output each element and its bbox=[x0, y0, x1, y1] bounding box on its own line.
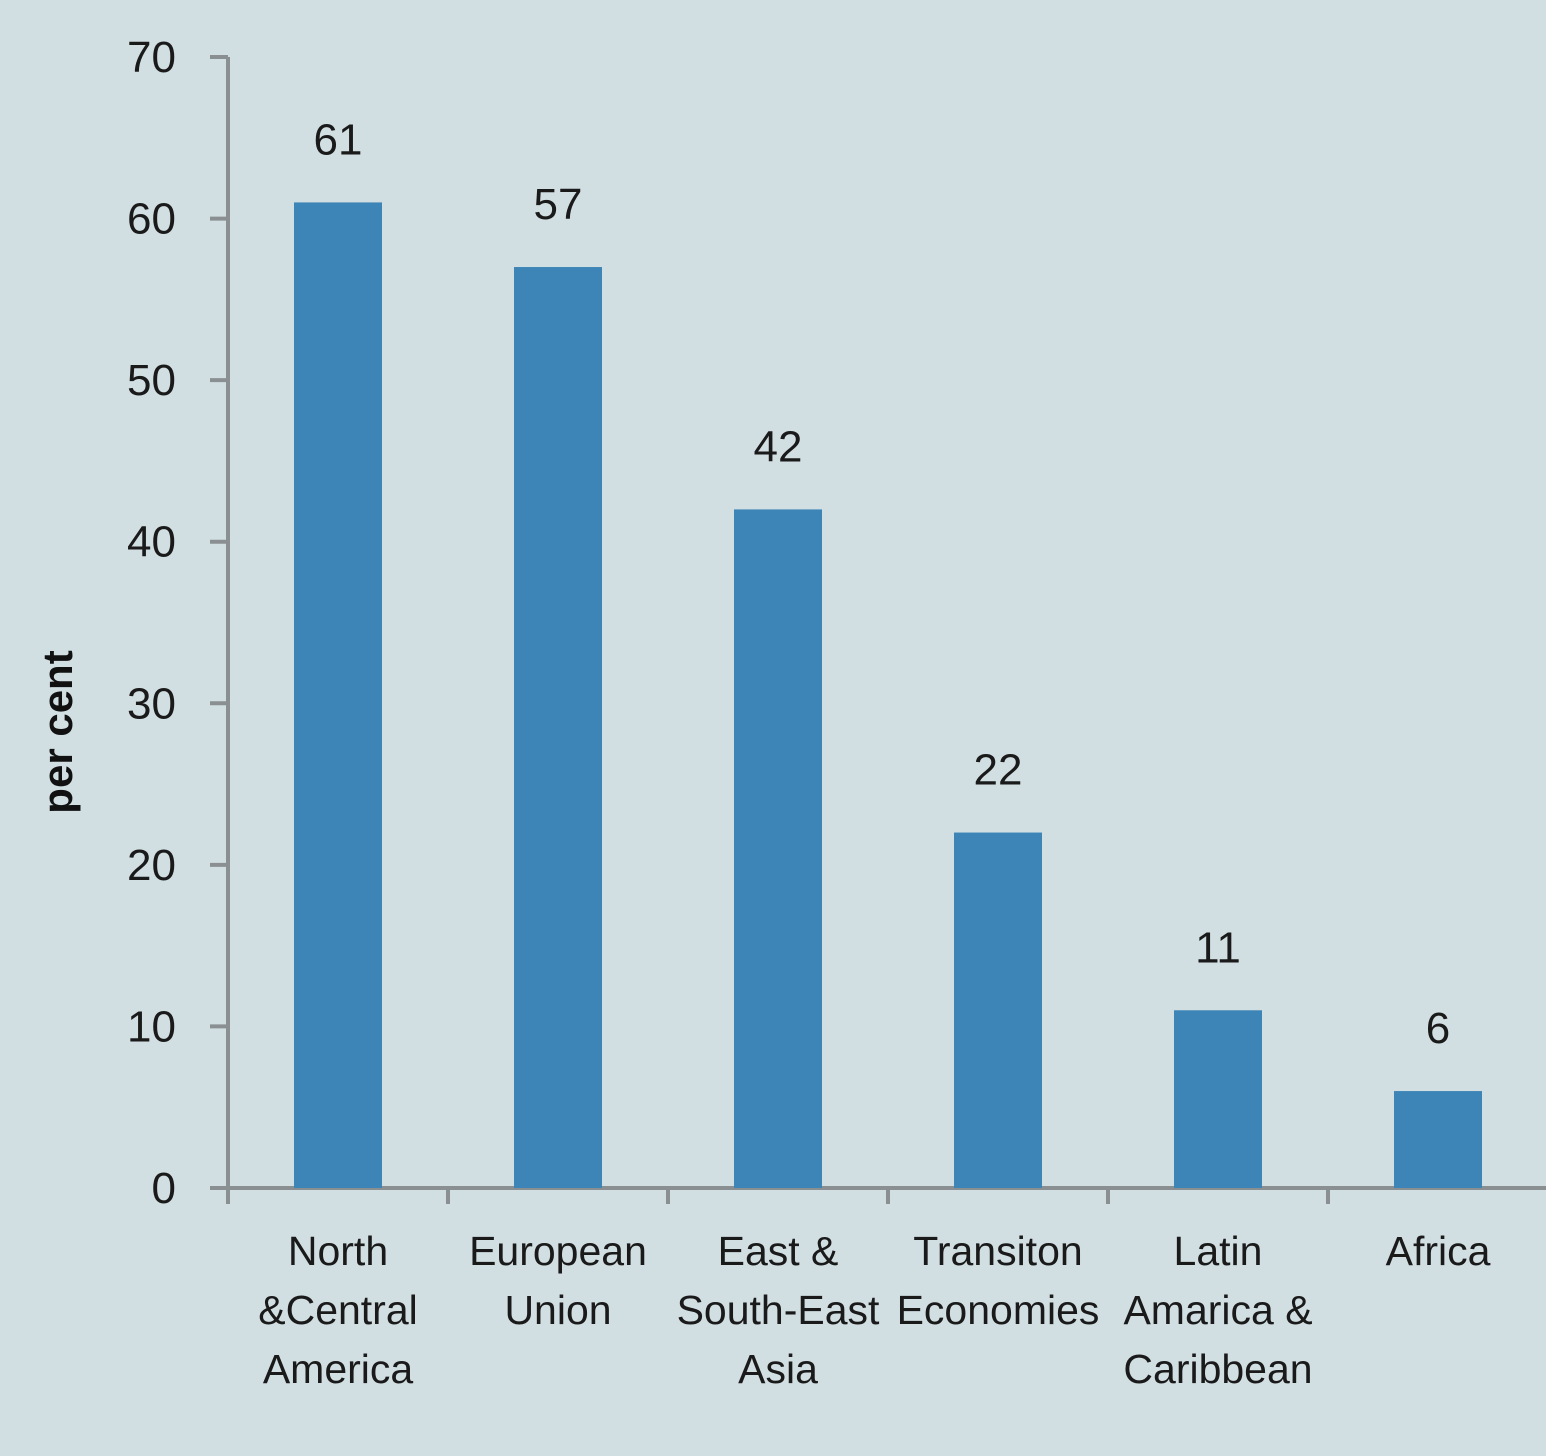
data-labels: 61 57 42 22 11 6 bbox=[314, 115, 1451, 1053]
bar bbox=[954, 832, 1042, 1188]
data-label: 42 bbox=[754, 422, 803, 471]
data-label: 57 bbox=[534, 180, 583, 229]
category-label: Africa bbox=[1386, 1228, 1491, 1274]
bar bbox=[1174, 1010, 1262, 1188]
y-tick-label: 30 bbox=[127, 679, 176, 728]
y-tick-label: 20 bbox=[127, 841, 176, 890]
category-label: East & South-East Asia bbox=[677, 1228, 880, 1392]
category-label: Transiton Economies bbox=[897, 1228, 1100, 1333]
y-axis: 0 10 20 30 40 50 60 70 bbox=[127, 33, 230, 1213]
data-label: 6 bbox=[1426, 1004, 1450, 1053]
category-label: European Union bbox=[469, 1228, 647, 1333]
y-tick-label: 10 bbox=[127, 1002, 176, 1051]
y-tick-label: 40 bbox=[127, 518, 176, 567]
data-label: 11 bbox=[1195, 923, 1241, 972]
bar bbox=[514, 267, 602, 1188]
y-tick-label: 50 bbox=[127, 356, 176, 405]
bars bbox=[294, 202, 1482, 1188]
data-label: 61 bbox=[314, 115, 363, 164]
category-label: Latin Amarica & Caribbean bbox=[1123, 1228, 1312, 1392]
bar bbox=[734, 509, 822, 1188]
y-tick-label: 0 bbox=[152, 1164, 176, 1213]
data-label: 22 bbox=[974, 746, 1023, 795]
y-tick-label: 70 bbox=[127, 33, 176, 82]
bar bbox=[294, 202, 382, 1188]
y-axis-title: per cent bbox=[34, 650, 81, 813]
category-label: North &Central America bbox=[258, 1228, 418, 1392]
bar bbox=[1394, 1091, 1482, 1188]
x-axis: North &Central America European Union East & S… bbox=[210, 1186, 1546, 1392]
y-tick-label: 60 bbox=[127, 195, 176, 244]
